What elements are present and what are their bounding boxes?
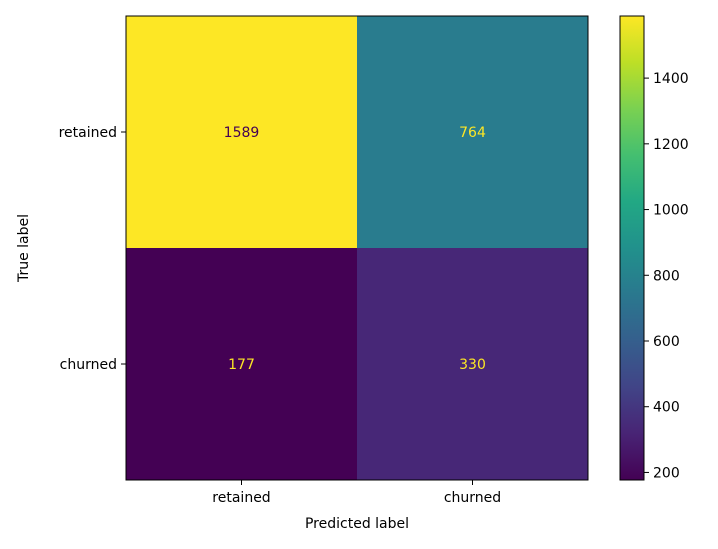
colorbar [619, 15, 645, 481]
colorbar-ticks: 200 400 600 800 1000 1200 1400 [644, 71, 689, 481]
x-axis-ticks: retained churned [212, 480, 501, 506]
y-axis-label: True label [16, 214, 32, 283]
cell-value-labels: 1589 764 177 330 [224, 125, 486, 373]
x-tick-label: retained [212, 490, 270, 506]
heatmap-cell [126, 16, 358, 249]
colorbar-tick-label: 800 [653, 268, 680, 284]
cell-value-label: 764 [459, 125, 486, 141]
x-axis-label: Predicted label [305, 516, 409, 532]
y-tick-label: retained [59, 125, 117, 141]
colorbar-tick-label: 1400 [653, 71, 689, 87]
heatmap-cell [357, 16, 589, 249]
heatmap-cell [126, 248, 358, 481]
colorbar-tick-label: 200 [653, 465, 680, 481]
colorbar-tick-label: 600 [653, 334, 680, 350]
x-tick-label: churned [444, 490, 501, 506]
y-axis-ticks: retained churned [59, 125, 126, 373]
cell-value-label: 177 [228, 357, 255, 373]
cell-value-label: 330 [459, 357, 486, 373]
colorbar-tick-label: 1000 [653, 203, 689, 219]
heatmap-cell [357, 248, 589, 481]
matrix-frame [125, 15, 589, 481]
colorbar-tick-label: 400 [653, 400, 680, 416]
colorbar-tick-label: 1200 [653, 137, 689, 153]
cell-value-label: 1589 [224, 125, 260, 141]
heatmap-cells [126, 16, 589, 481]
y-tick-label: churned [60, 357, 117, 373]
